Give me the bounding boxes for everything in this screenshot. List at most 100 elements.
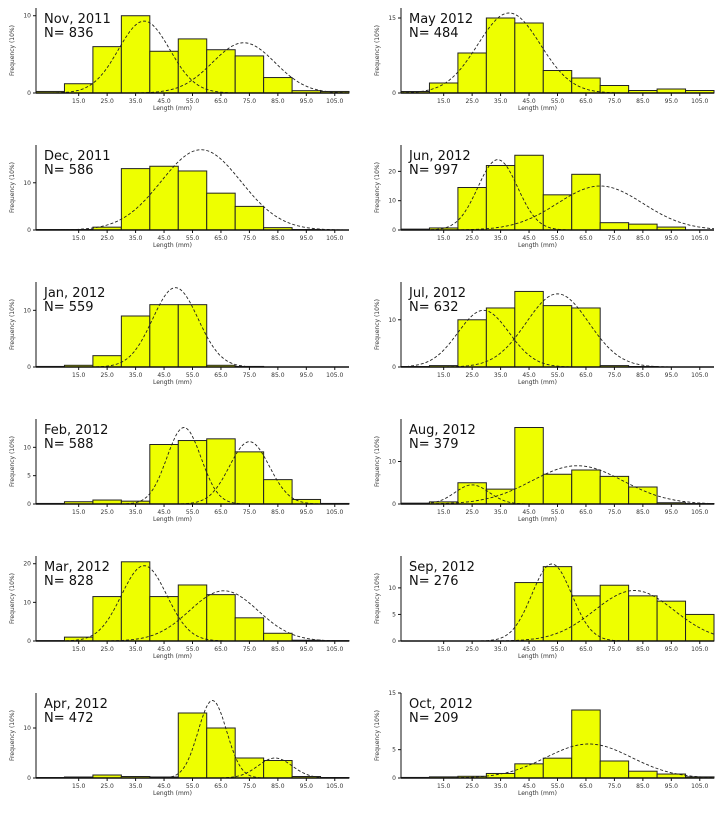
x-tick-label: 15.0 <box>437 646 451 653</box>
histogram-bar <box>177 440 208 505</box>
x-tick-label: 25.0 <box>465 783 479 790</box>
histogram-bar <box>234 451 265 505</box>
histogram-panel: 0 10 15.0 25.0 35.0 45.0 55.0 65.0 75.0 85.0 95.0 1… <box>0 0 355 132</box>
panel-label: Mar, 2012 N= 828 <box>44 561 110 589</box>
x-tick-label: 95.0 <box>665 235 679 242</box>
histogram-bar <box>599 222 630 231</box>
y-axis-label: Frequency (10%) <box>374 299 381 350</box>
histogram-bar <box>571 307 601 368</box>
x-tick-label: 35.0 <box>129 235 143 242</box>
sample-size-label: N= 472 <box>44 711 94 726</box>
x-tick-label: 65.0 <box>214 646 228 653</box>
histogram-bar <box>177 304 208 368</box>
x-tick-label: 85.0 <box>636 372 650 379</box>
sample-size-label: N= 379 <box>409 437 459 452</box>
x-tick-label: 25.0 <box>100 646 114 653</box>
x-tick-label: 45.0 <box>157 509 171 516</box>
x-tick-label: 65.0 <box>579 235 593 242</box>
x-tick-label: 75.0 <box>608 372 622 379</box>
x-tick-label: 105.0 <box>691 372 708 379</box>
histogram-bar <box>571 77 601 94</box>
x-tick-label: 45.0 <box>522 646 536 653</box>
fitted-curve <box>401 465 715 505</box>
sample-size-label: N= 836 <box>44 26 94 41</box>
histogram-bar <box>120 315 151 368</box>
x-tick-label: 35.0 <box>129 783 143 790</box>
histogram-svg: 0 10 15.0 25.0 35.0 45.0 55.0 65.0 75.0 85.0 95.0 1… <box>9 693 350 797</box>
sample-size-label: N= 588 <box>44 437 94 452</box>
histogram-panel: 0 10 15.0 25.0 35.0 45.0 55.0 65.0 75.0 85.0 95.0 1… <box>0 685 355 817</box>
sample-size-label: N= 586 <box>44 163 94 178</box>
panel-label: Dec, 2011 N= 586 <box>44 150 111 178</box>
y-tick-label: 10 <box>388 585 396 592</box>
x-tick-label: 75.0 <box>608 235 622 242</box>
histogram-bar <box>263 632 293 642</box>
panel-label: Feb, 2012 N= 588 <box>44 424 108 452</box>
histogram-bar <box>599 584 630 642</box>
month-label: Nov, 2011 <box>44 12 111 27</box>
y-tick-label: 10 <box>388 317 396 324</box>
y-tick-label: 0 <box>27 638 31 645</box>
x-tick-label: 85.0 <box>636 646 650 653</box>
x-tick-label: 45.0 <box>157 783 171 790</box>
histogram-bar <box>599 760 630 779</box>
month-label: Feb, 2012 <box>44 423 109 438</box>
y-tick-label: 10 <box>388 459 396 466</box>
x-tick-label: 105.0 <box>326 98 343 105</box>
x-tick-label: 75.0 <box>608 646 622 653</box>
histogram-bar <box>571 469 601 505</box>
x-tick-label: 15.0 <box>437 509 451 516</box>
y-tick-label: 5 <box>392 747 396 754</box>
x-tick-label: 75.0 <box>243 509 257 516</box>
x-tick-label: 105.0 <box>691 783 708 790</box>
histogram-bar <box>485 307 516 368</box>
x-tick-label: 55.0 <box>551 372 565 379</box>
x-tick-label: 105.0 <box>691 98 708 105</box>
x-tick-label: 45.0 <box>157 98 171 105</box>
x-tick-label: 25.0 <box>465 372 479 379</box>
x-tick-label: 105.0 <box>326 509 343 516</box>
panel-label: Aug, 2012 N= 379 <box>409 424 476 452</box>
x-tick-label: 65.0 <box>579 372 593 379</box>
x-tick-label: 35.0 <box>494 372 508 379</box>
x-tick-label: 35.0 <box>494 646 508 653</box>
histogram-bar <box>542 305 573 368</box>
x-tick-label: 15.0 <box>72 646 86 653</box>
panel-label: Jan, 2012 N= 559 <box>44 287 105 315</box>
histogram-panel: 0 10 15.0 25.0 35.0 45.0 55.0 65.0 75.0 85.0 95.0 1… <box>0 274 355 406</box>
histogram-bar <box>149 304 179 368</box>
sample-size-label: N= 484 <box>409 26 459 41</box>
x-tick-label: 15.0 <box>437 235 451 242</box>
x-tick-label: 55.0 <box>551 783 565 790</box>
y-axis-label: Frequency (10%) <box>374 436 381 487</box>
x-tick-label: 85.0 <box>271 235 285 242</box>
x-tick-label: 55.0 <box>551 509 565 516</box>
histogram-bar <box>571 173 601 231</box>
x-tick-label: 45.0 <box>522 509 536 516</box>
histogram-bar <box>656 600 687 642</box>
histogram-svg: 0 5 10 15.0 25.0 35.0 45.0 55.0 65.0 75.0 85.0 95.0… <box>374 556 715 660</box>
y-tick-label: 0 <box>27 775 31 782</box>
x-tick-label: 35.0 <box>494 98 508 105</box>
histogram-bar <box>234 55 265 94</box>
histogram-bar <box>542 757 573 779</box>
y-tick-label: 15 <box>388 15 396 22</box>
histogram-bar <box>457 482 487 505</box>
x-tick-label: 75.0 <box>243 372 257 379</box>
x-axis-label: Length (mm) <box>518 242 557 249</box>
x-tick-label: 55.0 <box>186 372 200 379</box>
x-tick-label: 45.0 <box>522 783 536 790</box>
histogram-bar <box>514 427 544 505</box>
histogram-bar <box>149 50 179 94</box>
x-tick-label: 75.0 <box>243 235 257 242</box>
y-axis-label: Frequency (10%) <box>374 162 381 213</box>
x-tick-label: 15.0 <box>72 783 86 790</box>
panel-label: Sep, 2012 N= 276 <box>409 561 475 589</box>
month-label: Dec, 2011 <box>44 149 111 164</box>
y-tick-label: 0 <box>392 364 396 371</box>
panel-label: May 2012 N= 484 <box>409 13 473 41</box>
y-tick-label: 0 <box>392 227 396 234</box>
histogram-bar <box>120 168 151 231</box>
y-tick-label: 0 <box>392 775 396 782</box>
y-tick-label: 0 <box>27 364 31 371</box>
